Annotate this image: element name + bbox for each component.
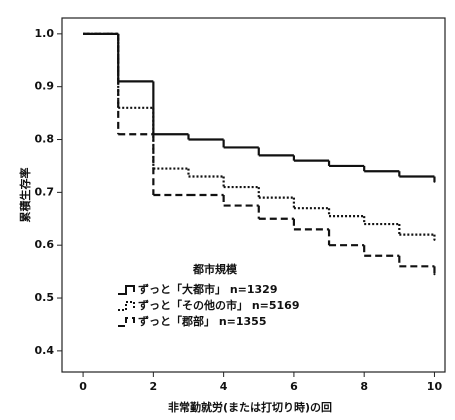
y-axis-label: 累積生存率 [18, 168, 32, 223]
x-axis-label: 非常勤就労(または打切り時)の回 [168, 400, 332, 414]
x-tick-label: 8 [360, 380, 368, 393]
y-tick-label: 0.9 [35, 80, 55, 93]
legend-symbol [118, 301, 135, 311]
legend-symbol [118, 285, 135, 295]
step-end [433, 273, 436, 276]
legend-label: ずっと「大都市」 n=1329 [138, 282, 278, 296]
step-end [433, 180, 436, 183]
x-tick-label: 4 [220, 380, 228, 393]
y-tick-label: 1.0 [35, 27, 55, 40]
legend-title: 都市規模 [192, 262, 238, 276]
y-tick-label: 0.5 [35, 291, 55, 304]
legend-symbol [118, 317, 135, 327]
x-tick-label: 0 [79, 380, 87, 393]
y-tick-label: 0.6 [35, 238, 55, 251]
plot-frame [61, 17, 446, 373]
y-tick-label: 0.7 [35, 185, 55, 198]
y-tick-label: 0.4 [35, 344, 55, 357]
x-tick-label: 2 [150, 380, 158, 393]
legend-label: ずっと「郡部」 n=1355 [138, 314, 267, 328]
step-end [433, 238, 436, 241]
x-tick-label: 10 [427, 380, 443, 393]
legend-label: ずっと「その他の市」 n=5169 [138, 298, 300, 312]
x-tick-label: 6 [290, 380, 298, 393]
y-tick-label: 0.8 [35, 133, 55, 146]
